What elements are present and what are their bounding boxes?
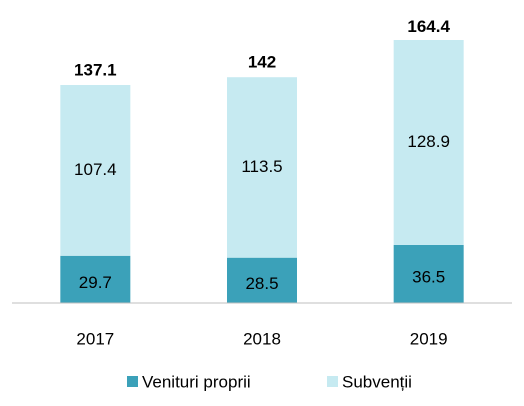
value-label: 128.9 xyxy=(407,132,450,151)
x-tick-label: 2018 xyxy=(243,329,281,348)
legend-swatch xyxy=(327,376,338,387)
legend-label: Subvenții xyxy=(342,372,412,391)
legend-label: Venituri proprii xyxy=(142,372,251,391)
total-label: 137.1 xyxy=(74,60,117,79)
value-label: 29.7 xyxy=(79,273,112,292)
bar-segment xyxy=(227,257,297,303)
value-label: 36.5 xyxy=(412,267,445,286)
bar-segment xyxy=(60,84,131,256)
total-label: 164.4 xyxy=(407,17,450,36)
bar-segment xyxy=(60,255,131,303)
x-tick-label: 2019 xyxy=(410,329,448,348)
total-label: 142 xyxy=(248,53,276,72)
value-label: 28.5 xyxy=(245,274,278,293)
x-tick-label: 2017 xyxy=(76,329,114,348)
value-label: 107.4 xyxy=(74,160,117,179)
value-label: 113.5 xyxy=(241,157,282,176)
bar-segment xyxy=(227,77,297,258)
bar-segment xyxy=(393,40,464,245)
legend-swatch xyxy=(127,376,138,387)
bar-segment xyxy=(393,244,464,303)
